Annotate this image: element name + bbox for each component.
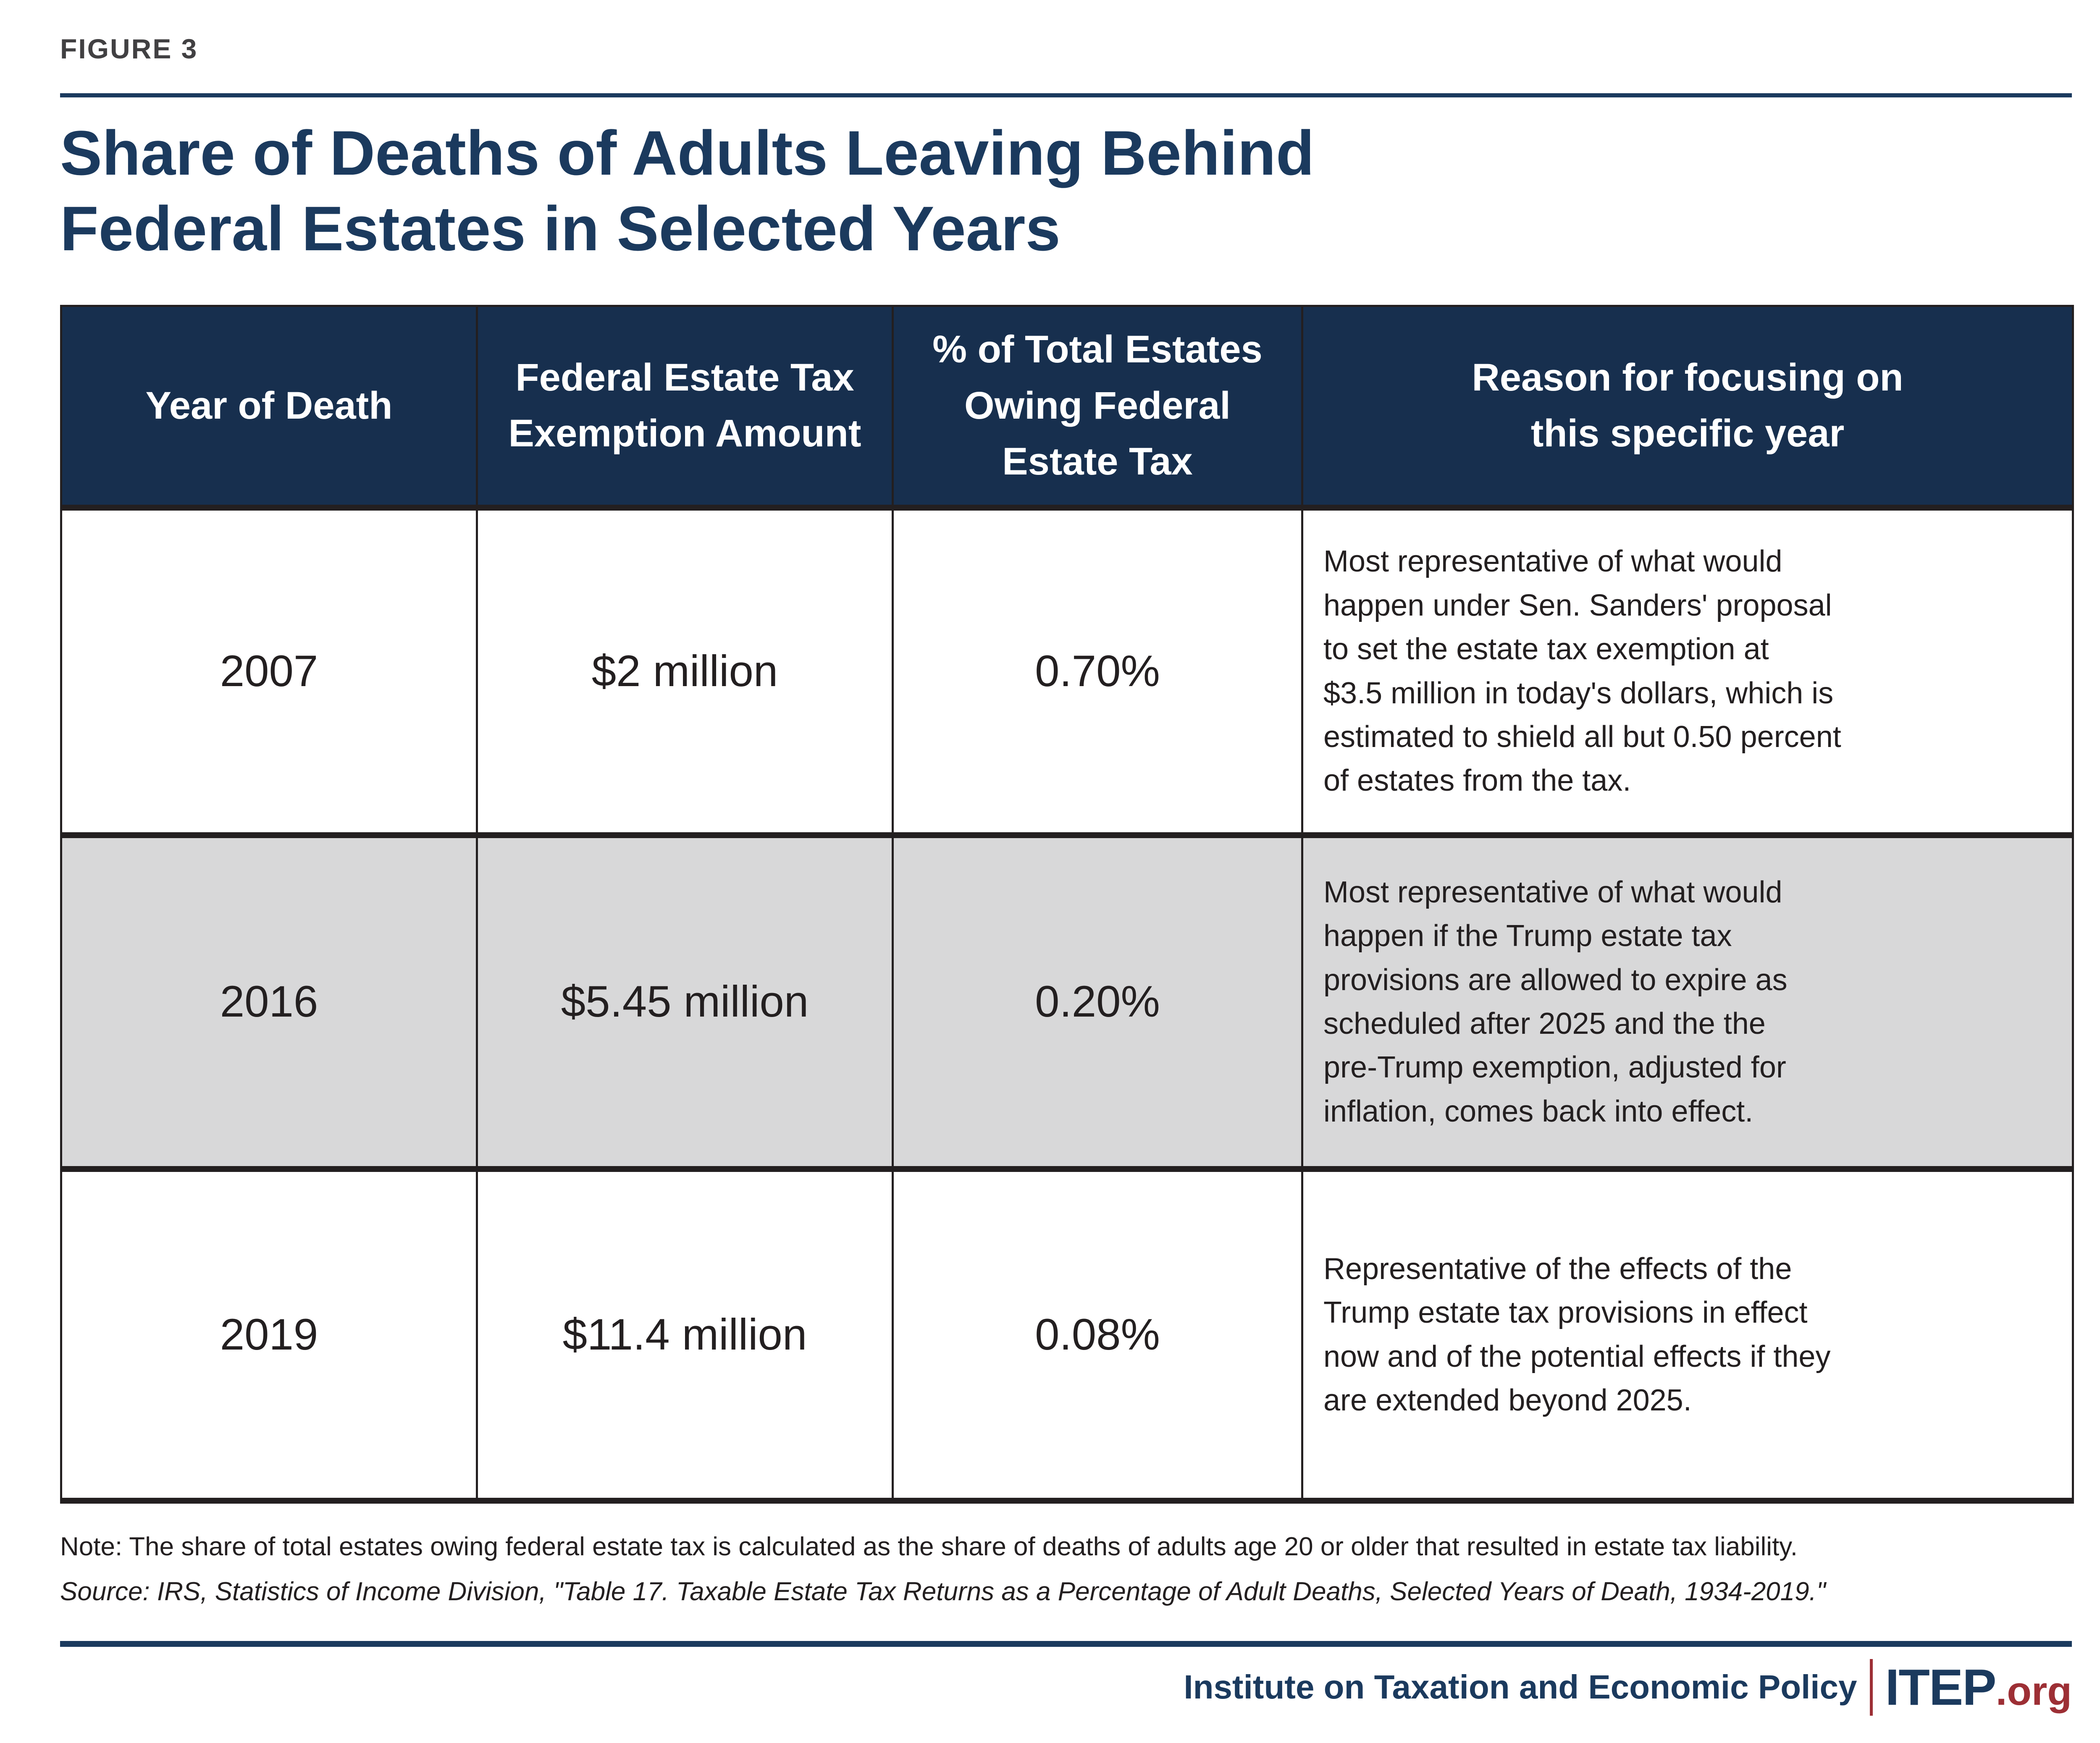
figure-label: FIGURE 3 <box>60 33 198 64</box>
exemption-cell: $11.4 million <box>476 1168 894 1504</box>
page-title: Share of Deaths of Adults Leaving Behind… <box>60 118 1315 264</box>
reason-cell: Representative of the effects of the Tru… <box>1301 1168 2074 1504</box>
estate-tax-table: Year of Death Federal Estate Tax Exempti… <box>60 305 2074 1504</box>
column-header-year-of-death: Year of Death <box>60 305 478 511</box>
exemption-cell: $2 million <box>476 506 894 838</box>
itep-logo-org-suffix: .org <box>1995 1669 2072 1714</box>
itep-logo: ITEP.org <box>1885 1658 2072 1717</box>
table-row-2019: 2019 $11.4 million 0.08% Representative … <box>60 1168 2074 1504</box>
exemption-cell: $5.45 million <box>476 834 894 1172</box>
table-header-row: Year of Death Federal Estate Tax Exempti… <box>60 305 2074 511</box>
column-header-share-owing: % of Total Estates Owing Federal Estate … <box>892 305 1303 511</box>
share-cell: 0.20% <box>892 834 1303 1172</box>
year-cell: 2019 <box>60 1168 478 1504</box>
share-cell: 0.08% <box>892 1168 1303 1504</box>
share-cell: 0.70% <box>892 506 1303 838</box>
source-text: Source: IRS, Statistics of Income Divisi… <box>60 1577 1826 1607</box>
table-row-2007: 2007 $2 million 0.70% Most representativ… <box>60 506 2074 838</box>
year-cell: 2016 <box>60 834 478 1172</box>
reason-cell: Most representative of what would happen… <box>1301 834 2074 1172</box>
itep-logo-text: ITEP <box>1885 1659 1997 1716</box>
footer: Institute on Taxation and Economic Polic… <box>60 1658 2072 1717</box>
bottom-divider <box>60 1641 2072 1647</box>
column-header-reason: Reason for focusing on this specific yea… <box>1301 305 2074 511</box>
note-text: Note: The share of total estates owing f… <box>60 1532 1798 1561</box>
reason-cell: Most representative of what would happen… <box>1301 506 2074 838</box>
column-header-exemption-amount: Federal Estate Tax Exemption Amount <box>476 305 894 511</box>
footer-red-divider <box>1869 1659 1873 1716</box>
year-cell: 2007 <box>60 506 478 838</box>
top-divider <box>60 93 2072 97</box>
footer-org-name: Institute on Taxation and Economic Polic… <box>1184 1668 1857 1706</box>
table-row-2016: 2016 $5.45 million 0.20% Most representa… <box>60 834 2074 1172</box>
